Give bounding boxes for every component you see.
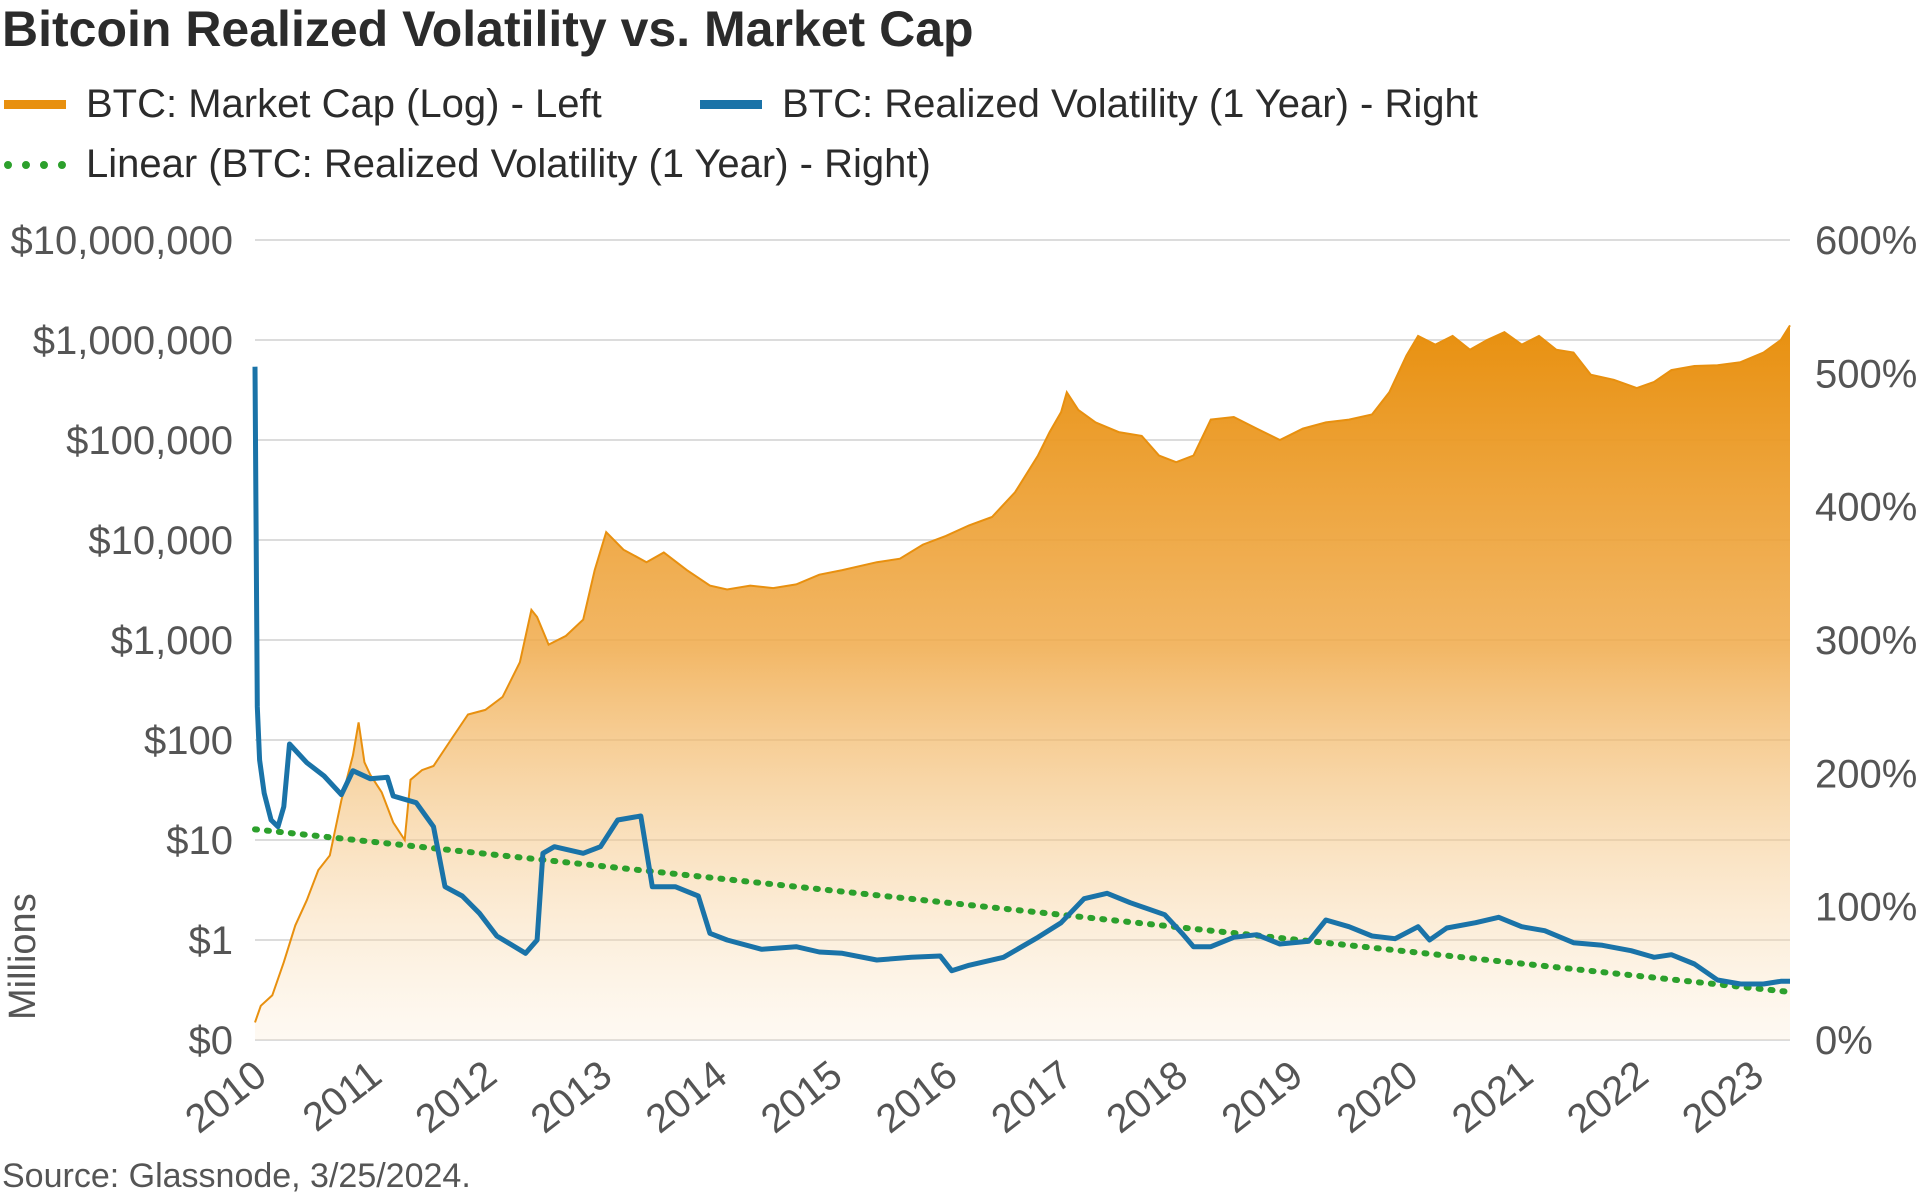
x-tick-label: 2011 xyxy=(295,1052,390,1140)
volatility-trendline xyxy=(252,826,1793,995)
trendline-layer xyxy=(252,826,1793,995)
source-note: Source: Glassnode, 3/25/2024. xyxy=(2,1157,471,1195)
chart-title: Bitcoin Realized Volatility vs. Market C… xyxy=(2,1,974,57)
legend-label-volatility: BTC: Realized Volatility (1 Year) - Righ… xyxy=(782,82,1478,126)
legend-swatch-market-cap xyxy=(4,100,66,109)
right-tick-label: 500% xyxy=(1815,352,1917,396)
market-cap-area xyxy=(255,325,1790,1040)
legend-label-market-cap: BTC: Market Cap (Log) - Left xyxy=(86,82,602,126)
x-tick-label: 2019 xyxy=(1214,1052,1311,1141)
x-tick-label: 2012 xyxy=(408,1052,505,1141)
left-tick-label: $10,000 xyxy=(88,519,233,563)
right-tick-label: 300% xyxy=(1815,619,1917,663)
legend-label-linear-trend: Linear (BTC: Realized Volatility (1 Year… xyxy=(86,142,931,186)
x-tick-label: 2015 xyxy=(753,1052,850,1141)
legend-item-linear-trend: Linear (BTC: Realized Volatility (1 Year… xyxy=(4,142,931,187)
legend-swatch-volatility xyxy=(700,100,762,109)
x-tick-label: 2010 xyxy=(177,1052,274,1141)
legend-item-market-cap: BTC: Market Cap (Log) - Left xyxy=(4,82,602,127)
market-cap-area-layer xyxy=(254,324,1791,1040)
x-tick-label: 2021 xyxy=(1444,1052,1541,1141)
left-tick-label: $100,000 xyxy=(66,419,233,463)
right-tick-label: 400% xyxy=(1815,486,1917,530)
x-tick-label: 2018 xyxy=(1099,1052,1196,1141)
left-tick-label: $0 xyxy=(189,1019,234,1063)
market-cap-edge xyxy=(254,324,1791,1023)
volatility-line-layer xyxy=(252,366,1790,987)
left-tick-label: $1,000 xyxy=(111,619,233,663)
volatility-line xyxy=(252,366,1790,987)
x-tick-label: 2014 xyxy=(638,1052,735,1141)
x-tick-label: 2013 xyxy=(523,1052,620,1141)
x-tick-label: 2017 xyxy=(983,1052,1080,1141)
right-tick-label: 600% xyxy=(1815,219,1917,263)
left-tick-label: $1,000,000 xyxy=(33,319,233,363)
right-tick-label: 200% xyxy=(1815,752,1917,796)
left-tick-label: $10 xyxy=(166,819,233,863)
legend-swatch-linear-trend xyxy=(4,160,66,169)
legend-item-volatility: BTC: Realized Volatility (1 Year) - Righ… xyxy=(700,82,1478,127)
x-tick-label: 2016 xyxy=(868,1052,965,1141)
left-tick-label: $100 xyxy=(144,719,233,763)
left-axis-title: Millions xyxy=(2,893,44,1020)
x-tick-label: 2022 xyxy=(1559,1052,1656,1141)
left-tick-label: $10,000,000 xyxy=(11,219,233,263)
right-tick-label: 0% xyxy=(1815,1019,1873,1063)
x-tick-label: 2020 xyxy=(1329,1052,1426,1141)
left-tick-label: $1 xyxy=(189,919,234,963)
right-tick-label: 100% xyxy=(1815,886,1917,930)
x-tick-label: 2023 xyxy=(1674,1052,1771,1141)
